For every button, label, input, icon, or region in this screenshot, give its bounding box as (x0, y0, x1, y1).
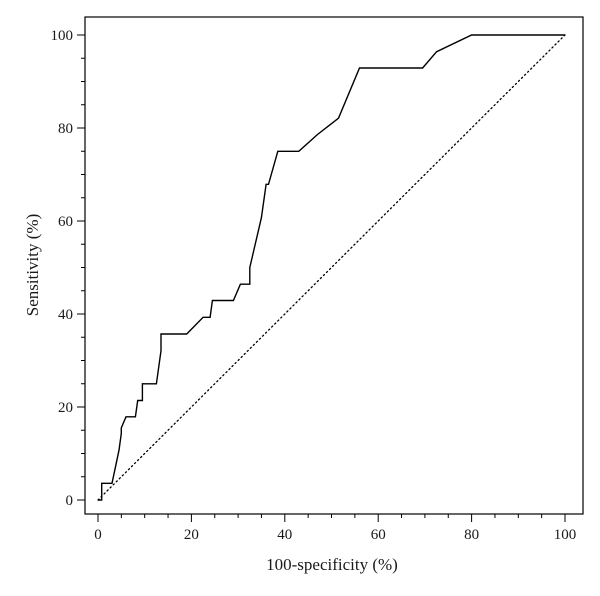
x-tick-label: 100 (554, 527, 577, 543)
y-tick-label: 60 (58, 214, 73, 230)
y-tick-label: 20 (58, 400, 73, 416)
axis-ticks: 0 20 40 60 80 100 0 20 40 60 80 100 (51, 28, 577, 543)
reference-diagonal-line (97, 34, 566, 501)
y-tick-label: 0 (66, 493, 74, 509)
x-axis-title: 100-specificity (%) (266, 555, 398, 574)
x-tick-label: 40 (277, 527, 292, 543)
series-layer (97, 34, 566, 501)
x-tick-label: 60 (371, 527, 386, 543)
x-tick-label: 20 (184, 527, 199, 543)
x-tick-label: 80 (464, 527, 479, 543)
y-axis-title: Sensitivity (%) (23, 214, 42, 316)
y-tick-label: 100 (51, 28, 74, 44)
y-tick-label: 40 (58, 307, 73, 323)
x-tick-label: 0 (94, 527, 102, 543)
plot-frame (84, 16, 584, 515)
y-tick-label: 80 (58, 121, 73, 137)
roc-curve-line (98, 34, 565, 501)
